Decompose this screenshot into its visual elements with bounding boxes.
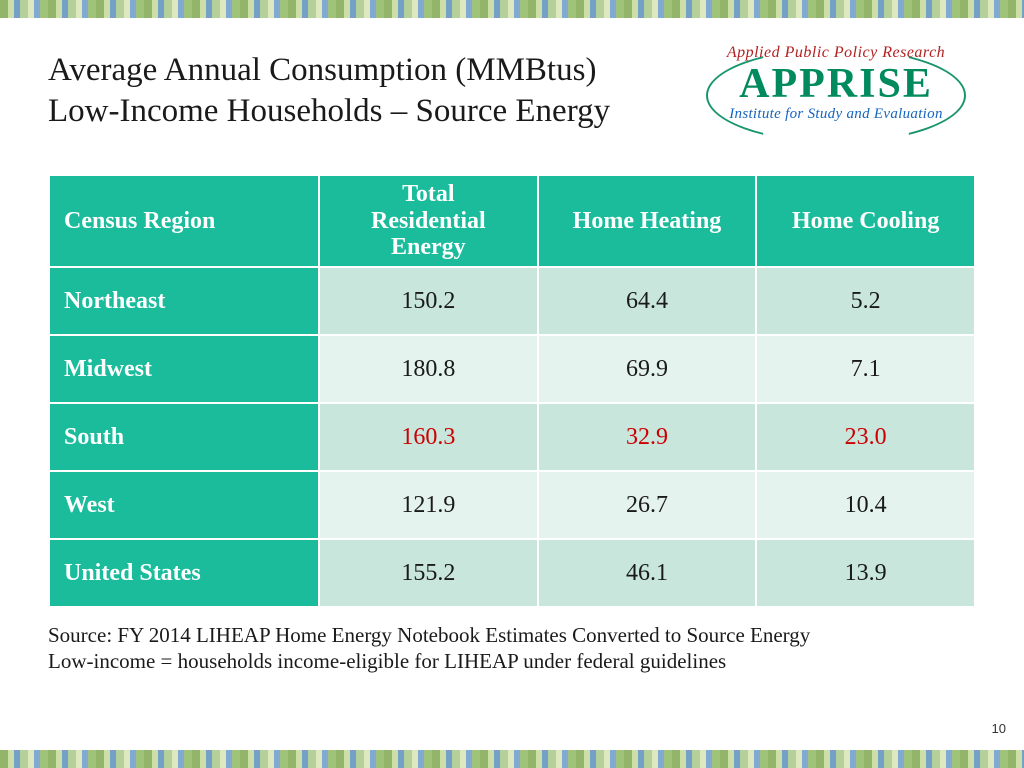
- apprise-logo: Applied Public Policy Research APPRISE I…: [686, 44, 986, 154]
- header-row: Average Annual Consumption (MMBtus) Low-…: [48, 50, 976, 170]
- title-line-1: Average Annual Consumption (MMBtus): [48, 52, 596, 88]
- value-cell: 7.1: [756, 335, 975, 403]
- page-number: 10: [992, 721, 1006, 736]
- col-header-total: TotalResidentialEnergy: [319, 175, 538, 267]
- slide-title: Average Annual Consumption (MMBtus) Low-…: [48, 50, 648, 133]
- value-cell: 32.9: [538, 403, 757, 471]
- value-cell: 5.2: [756, 267, 975, 335]
- decorative-border-bottom: [0, 750, 1024, 768]
- footnotes: Source: FY 2014 LIHEAP Home Energy Noteb…: [48, 622, 976, 675]
- value-cell: 180.8: [319, 335, 538, 403]
- title-line-2: Low-Income Households – Source Energy: [48, 93, 610, 129]
- value-cell: 64.4: [538, 267, 757, 335]
- table-row: West121.926.710.4: [49, 471, 975, 539]
- logo-top-text: Applied Public Policy Research: [686, 44, 986, 62]
- col-header-region: Census Region: [49, 175, 319, 267]
- region-cell: Midwest: [49, 335, 319, 403]
- region-cell: South: [49, 403, 319, 471]
- footnote-definition: Low-income = households income-eligible …: [48, 648, 976, 674]
- value-cell: 121.9: [319, 471, 538, 539]
- value-cell: 46.1: [538, 539, 757, 607]
- table-row: United States155.246.113.9: [49, 539, 975, 607]
- region-cell: West: [49, 471, 319, 539]
- value-cell: 10.4: [756, 471, 975, 539]
- value-cell: 155.2: [319, 539, 538, 607]
- value-cell: 23.0: [756, 403, 975, 471]
- table-row: South160.332.923.0: [49, 403, 975, 471]
- value-cell: 13.9: [756, 539, 975, 607]
- value-cell: 26.7: [538, 471, 757, 539]
- footnote-source: Source: FY 2014 LIHEAP Home Energy Noteb…: [48, 622, 976, 648]
- value-cell: 69.9: [538, 335, 757, 403]
- decorative-border-top: [0, 0, 1024, 18]
- table-row: Midwest180.869.97.1: [49, 335, 975, 403]
- col-header-cooling: Home Cooling: [756, 175, 975, 267]
- value-cell: 150.2: [319, 267, 538, 335]
- region-cell: Northeast: [49, 267, 319, 335]
- col-header-heating: Home Heating: [538, 175, 757, 267]
- table-header-row: Census Region TotalResidentialEnergy Hom…: [49, 175, 975, 267]
- slide-content: Average Annual Consumption (MMBtus) Low-…: [0, 30, 1024, 738]
- consumption-table: Census Region TotalResidentialEnergy Hom…: [48, 174, 976, 608]
- region-cell: United States: [49, 539, 319, 607]
- value-cell: 160.3: [319, 403, 538, 471]
- table-row: Northeast150.264.45.2: [49, 267, 975, 335]
